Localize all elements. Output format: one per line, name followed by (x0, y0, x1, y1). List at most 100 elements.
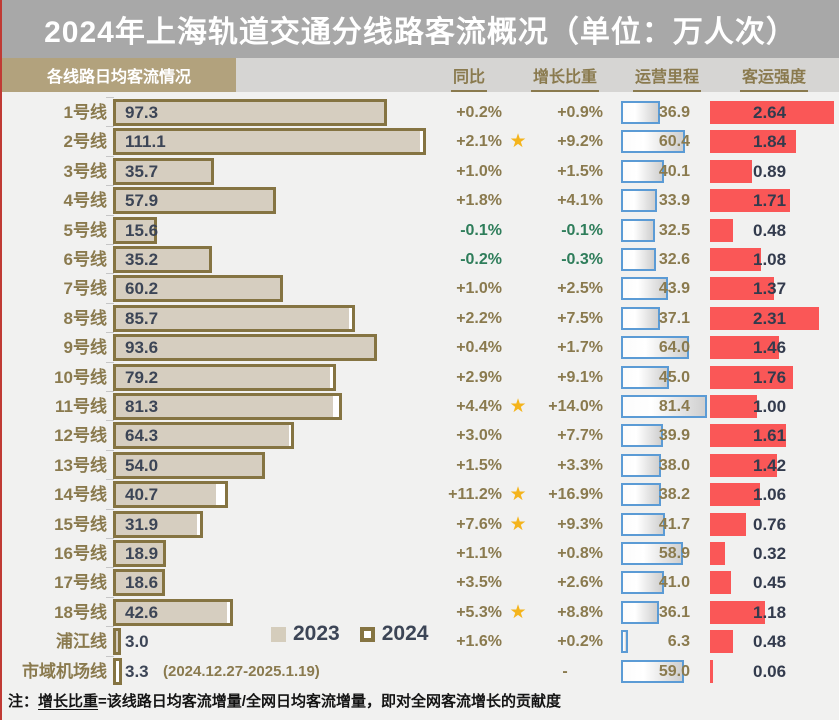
bar-2024 (113, 481, 228, 509)
axis-tick (106, 420, 114, 422)
avg-flow-value: 35.7 (125, 161, 159, 181)
intensity-bar (710, 159, 752, 183)
growth-share-value: +0.8% (557, 545, 603, 562)
line-name-label: 5号线 (63, 220, 107, 240)
intensity-bar (710, 542, 726, 565)
mileage-databar (621, 336, 689, 360)
growth-share-value: +2.6% (557, 574, 603, 592)
bar-2023 (113, 334, 376, 362)
growth-share-value: +7.5% (557, 309, 603, 327)
avg-flow-value: 81.3 (125, 397, 159, 416)
mileage-databar (621, 453, 662, 477)
chart-rows: 1号线 97.3 +0.2% +0.9% 36.9 2.64 2号线 111.1 +2.1% ★ +… (0, 97, 839, 688)
line-name-label: 15号线 (54, 514, 107, 534)
chart-row: 12号线 64.3 +3.0% +7.7% 39.9 1.61 (0, 420, 839, 450)
avg-flow-value: 35.2 (125, 250, 159, 269)
avg-flow-value: 60.2 (125, 279, 159, 299)
line-name-label: 3号线 (63, 161, 107, 181)
axis-tick (106, 626, 114, 628)
chart-row: 17号线 18.6 +3.5% +2.6% 41.0 0.45 (0, 567, 839, 597)
bar-2024 (113, 393, 343, 420)
line-name-label: 2号线 (63, 132, 107, 152)
growth-share-value: +8.8% (557, 603, 603, 621)
mileage-value: 41.7 (658, 515, 690, 533)
avg-flow-value: 111.1 (125, 132, 166, 152)
mileage-value: 39.9 (658, 427, 690, 445)
service-period-note: (2024.12.27-2025.1.19) (163, 662, 320, 680)
legend-swatch-2024 (359, 626, 375, 642)
footnote-text: =该线路日均客流增量/全网日均客流增量，即对全网客流增长的贡献度 (98, 693, 561, 710)
bar-2024 (113, 628, 122, 656)
axis-tick (106, 391, 114, 392)
mileage-databar (621, 659, 684, 683)
mileage-value: 6.3 (667, 633, 690, 651)
bar-2023 (113, 393, 333, 420)
axis-tick (106, 479, 114, 481)
mileage-value: 64.0 (658, 339, 690, 357)
chart-row: 2号线 111.1 +2.1% ★ +9.2% 60.4 1.84 (0, 126, 839, 156)
mileage-value: 43.9 (658, 280, 690, 298)
bar-2024 (113, 187, 277, 215)
mileage-databar (621, 424, 664, 448)
intensity-bar (710, 483, 760, 507)
intensity-value: 0.76 (753, 514, 787, 534)
chart-row: 5号线 15.6 -0.1% -0.1% 32.5 0.48 (0, 214, 839, 245)
intensity-value: 0.89 (753, 161, 787, 181)
line-name-label: 浦江线 (56, 632, 107, 652)
mileage-databar (621, 130, 686, 154)
chart-title: 2024年上海轨道交通分线路客流概况（单位：万人次） (44, 16, 797, 49)
yoy-value: +2.1% (456, 133, 502, 151)
line-name-label: 7号线 (63, 279, 107, 299)
avg-flow-value: 3.3 (125, 661, 149, 681)
intensity-bar (710, 453, 777, 477)
mileage-databar (621, 365, 669, 389)
avg-flow-value: 31.9 (125, 514, 159, 534)
axis-tick (106, 596, 114, 598)
intensity-value: 0.48 (753, 632, 787, 652)
growth-share-value: +1.7% (557, 339, 603, 357)
axis-tick (106, 185, 114, 187)
line-name-label: 18号线 (54, 602, 107, 622)
section-label: 各线路日均客流情况 (2, 58, 236, 92)
mileage-value: 45.0 (658, 368, 690, 386)
growth-share-value: +7.7% (557, 427, 603, 445)
growth-share-value: +3.3% (557, 456, 603, 474)
intensity-value: 0.06 (753, 661, 787, 681)
bar-2024 (113, 275, 283, 303)
chart-row: 6号线 35.2 -0.2% -0.3% 32.6 1.08 (0, 244, 839, 274)
yoy-value: +1.0% (456, 162, 502, 180)
avg-flow-value: 79.2 (125, 367, 159, 387)
yoy-value: +11.2% (448, 486, 502, 504)
bar-2024 (113, 216, 157, 244)
yoy-value: +2.2% (456, 309, 502, 327)
chart-row: 9号线 93.6 +0.4% +1.7% 64.0 1.46 (0, 332, 839, 362)
bar-2024 (113, 510, 203, 538)
growth-share-value: +2.5% (557, 280, 603, 298)
intensity-bar (710, 130, 797, 154)
yoy-value: +1.8% (456, 192, 502, 210)
intensity-bar (710, 424, 786, 448)
yoy-value: +1.1% (456, 545, 502, 562)
bar-2023 (113, 628, 122, 656)
intensity-value: 1.00 (753, 397, 787, 416)
mileage-value: 36.1 (658, 603, 690, 621)
growth-share-value: -0.1% (561, 221, 603, 239)
mileage-value: 41.0 (658, 574, 690, 592)
avg-flow-value: 42.6 (125, 602, 159, 622)
yoy-value: +2.9% (456, 368, 502, 386)
star-icon: ★ (509, 601, 527, 623)
intensity-value: 0.32 (753, 544, 787, 563)
mileage-value: 60.4 (658, 133, 690, 151)
axis-tick (106, 97, 114, 98)
bar-2023 (113, 422, 290, 450)
mileage-value: 38.2 (658, 486, 690, 504)
mileage-databar (621, 600, 660, 624)
chart-row: 13号线 54.0 +1.5% +3.3% 38.0 1.42 (0, 449, 839, 480)
intensity-bar (710, 189, 791, 213)
intensity-bar (710, 512, 746, 536)
intensity-bar (710, 630, 733, 654)
avg-flow-value: 64.3 (125, 426, 159, 446)
axis-tick (106, 567, 114, 569)
star-icon: ★ (509, 484, 527, 506)
chart-legend: 2023 2024 (271, 622, 428, 646)
